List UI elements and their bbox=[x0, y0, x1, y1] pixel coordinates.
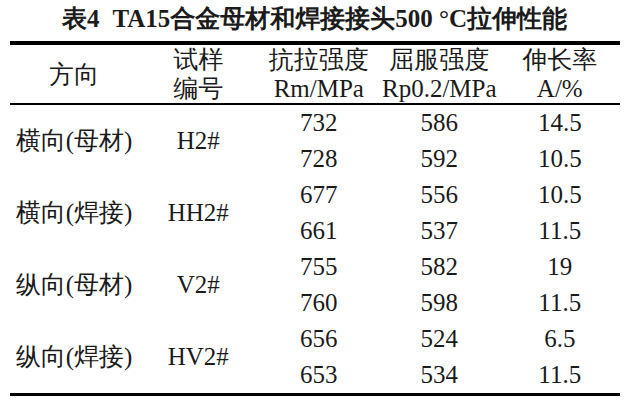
yield-value: 582 bbox=[379, 249, 499, 285]
tensile-value: 760 bbox=[259, 285, 379, 321]
tensile-value: 656 bbox=[259, 321, 379, 357]
tensile-value: 677 bbox=[259, 177, 379, 213]
elongation-value: 14.5 bbox=[500, 104, 621, 141]
col-header-tensile-strength: 抗拉强度 Rm/MPa bbox=[259, 43, 379, 104]
yield-value: 524 bbox=[379, 321, 499, 357]
elongation-value: 6.5 bbox=[500, 321, 621, 357]
sample-cell: V2# bbox=[138, 249, 258, 321]
elongation-value: 10.5 bbox=[500, 141, 621, 177]
yield-value: 556 bbox=[379, 177, 499, 213]
header-elongation-line2: A/% bbox=[500, 74, 621, 103]
table-row: 纵向(焊接) HV2# 656 524 6.5 bbox=[10, 321, 620, 357]
header-tensile-line2: Rm/MPa bbox=[259, 74, 379, 103]
table-row: 纵向(母材) V2# 755 582 19 bbox=[10, 249, 620, 285]
col-header-sample: 试样 编号 bbox=[138, 43, 258, 104]
table-row: 横向(焊接) HH2# 677 556 10.5 bbox=[10, 177, 620, 213]
direction-cell: 横向(焊接) bbox=[10, 177, 138, 249]
tensile-value: 653 bbox=[259, 357, 379, 395]
col-header-direction: 方向 bbox=[10, 43, 138, 104]
tensile-value: 728 bbox=[259, 141, 379, 177]
header-row: 方向 试样 编号 抗拉强度 Rm/MPa 屈服强度 Rp0.2/MPa 伸长率 … bbox=[10, 43, 620, 104]
header-elongation-line1: 伸长率 bbox=[500, 45, 621, 74]
direction-cell: 纵向(母材) bbox=[10, 249, 138, 321]
table-header: 方向 试样 编号 抗拉强度 Rm/MPa 屈服强度 Rp0.2/MPa 伸长率 … bbox=[10, 43, 620, 104]
sample-cell: HV2# bbox=[138, 321, 258, 395]
elongation-value: 19 bbox=[500, 249, 621, 285]
tensile-value: 661 bbox=[259, 213, 379, 249]
col-header-yield-strength: 屈服强度 Rp0.2/MPa bbox=[379, 43, 499, 104]
yield-value: 586 bbox=[379, 104, 499, 141]
table-title: TA15合金母材和焊接接头500 °C拉伸性能 bbox=[112, 5, 567, 32]
direction-cell: 纵向(焊接) bbox=[10, 321, 138, 395]
direction-cell: 横向(母材) bbox=[10, 104, 138, 177]
tensile-properties-table: 方向 试样 编号 抗拉强度 Rm/MPa 屈服强度 Rp0.2/MPa 伸长率 … bbox=[10, 41, 620, 396]
table-row: 横向(母材) H2# 732 586 14.5 bbox=[10, 104, 620, 141]
yield-value: 537 bbox=[379, 213, 499, 249]
header-direction-label: 方向 bbox=[10, 60, 138, 89]
elongation-value: 11.5 bbox=[500, 285, 621, 321]
header-sample-line2: 编号 bbox=[138, 74, 258, 103]
elongation-value: 11.5 bbox=[500, 357, 621, 395]
tensile-value: 755 bbox=[259, 249, 379, 285]
header-sample-line1: 试样 bbox=[138, 45, 258, 74]
sample-cell: H2# bbox=[138, 104, 258, 177]
header-yield-line1: 屈服强度 bbox=[379, 45, 499, 74]
sample-cell: HH2# bbox=[138, 177, 258, 249]
yield-value: 534 bbox=[379, 357, 499, 395]
header-tensile-line1: 抗拉强度 bbox=[259, 45, 379, 74]
header-yield-line2: Rp0.2/MPa bbox=[379, 74, 499, 103]
tensile-value: 732 bbox=[259, 104, 379, 141]
yield-value: 592 bbox=[379, 141, 499, 177]
table-label: 表4 bbox=[62, 5, 100, 32]
elongation-value: 10.5 bbox=[500, 177, 621, 213]
yield-value: 598 bbox=[379, 285, 499, 321]
table-caption: 表4 TA15合金母材和焊接接头500 °C拉伸性能 bbox=[0, 0, 629, 34]
col-header-elongation: 伸长率 A/% bbox=[500, 43, 621, 104]
table-body: 横向(母材) H2# 732 586 14.5 728 592 10.5 横向(… bbox=[10, 104, 620, 395]
elongation-value: 11.5 bbox=[500, 213, 621, 249]
